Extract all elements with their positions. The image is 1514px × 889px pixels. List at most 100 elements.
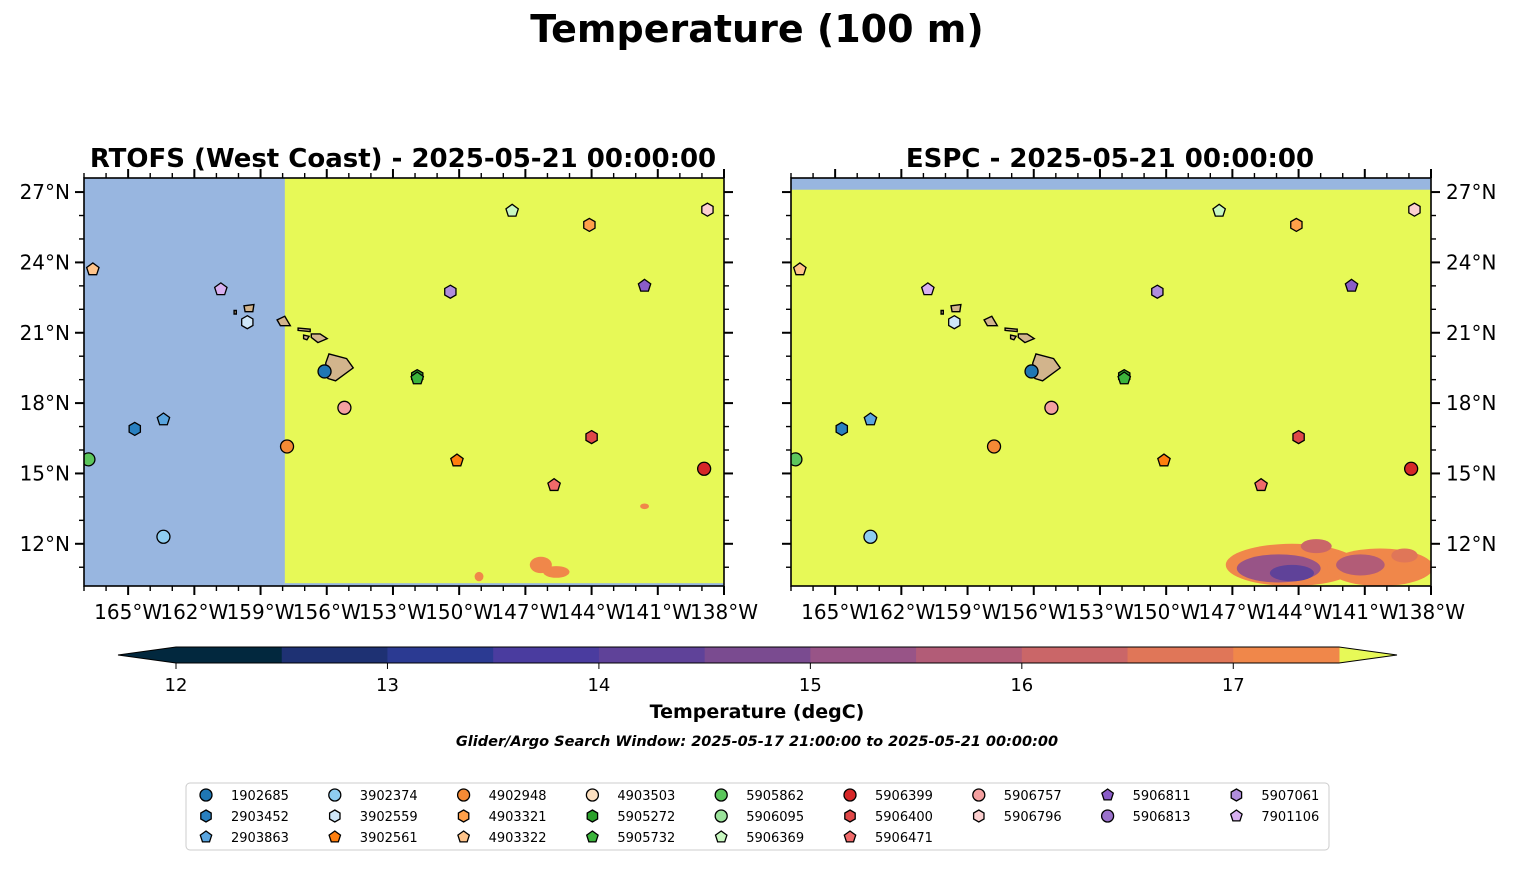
land-maui [1017,333,1036,344]
legend-item-5906757: 5906757 [972,788,1062,804]
legend-label: 7901106 [1261,810,1319,825]
x-tick-label: 153°W [1066,600,1134,624]
y-tick-label: 12°N [20,532,70,556]
land-kauai [243,303,255,313]
legend: 1902685 2903452 2903863 3902374 3902559 39025… [185,782,1330,851]
colorbar-segment [1127,647,1234,663]
colorbar-segment [176,647,283,663]
marker-2903863 [156,412,171,426]
legend-item-1902685: 1902685 [199,788,289,804]
land-lanai [1009,334,1018,341]
nodata-region [284,583,724,586]
y-tick-label: 12°N [1446,532,1496,556]
marker-5906811 [637,278,652,292]
marker-4903322 [85,262,100,276]
x-tick-label: 150°W [1132,600,1200,624]
marker-5905862 [791,452,803,467]
x-tick-label: 165°W [94,600,162,624]
legend-marker [1101,788,1115,801]
nodata-region [84,178,285,586]
y-tick-label: 18°N [1446,391,1496,415]
legend-item-4902948: 4902948 [456,788,547,804]
legend-frame [185,782,1330,851]
legend-marker [714,788,728,802]
y-tick-label: 15°N [20,461,70,485]
land-lanai [302,334,311,341]
land-maui [310,333,329,344]
colorbar-over-extension [1339,647,1397,663]
x-tick-label: 165°W [801,600,869,624]
legend-label: 5906811 [1133,789,1191,804]
marker-1902685 [1024,364,1039,379]
colorbar-tick-label: 12 [165,675,188,696]
legend-marker [843,830,857,843]
y-tick-label: 27°N [1446,180,1496,204]
temperature-contour [543,566,570,578]
map-frame [790,177,1432,587]
x-tick-label: 153°W [359,600,427,624]
marker-2903863 [863,412,878,426]
marker-5906399 [696,461,712,476]
land-niihau [233,309,237,315]
marker-5905732 [410,371,425,385]
legend-item-5906399: 5906399 [843,788,933,804]
legend-item-5907061: 5907061 [1230,788,1319,804]
legend-marker [456,788,471,802]
marker-4903321 [1290,217,1303,233]
colorbar-segment [1233,647,1340,663]
legend-label: 2903452 [231,810,289,825]
legend-marker [457,830,471,843]
marker-5906400 [1292,429,1305,445]
land-hawaii [324,353,355,382]
marker-5907061 [1151,284,1164,299]
colorbar: 12 13 14 15 16 17 [117,646,1398,696]
legend-item-7901106: 7901106 [1229,809,1319,825]
legend-marker [1100,809,1115,823]
marker-3902374 [156,529,171,544]
marker-5906796 [701,202,714,217]
legend-label: 4903321 [489,810,547,825]
marker-5906471 [1254,477,1269,492]
legend-marker [972,788,986,802]
legend-marker [199,788,213,802]
marker-5906369 [505,203,520,217]
x-tick-label: 147°W [1198,600,1266,624]
y-tick-label: 24°N [1446,250,1496,274]
x-tick-label: 159°W [227,600,295,624]
marker-5906757 [337,400,352,415]
land-molokai [1004,327,1018,333]
colorbar-segment [810,647,917,663]
marker-3902374 [863,529,878,544]
marker-5906399 [1403,461,1419,476]
panel-title-rtofs: RTOFS (West Coast) - 2025-05-21 00:00:00 [90,144,716,174]
marker-3902561 [450,453,464,467]
temperature-contour [1269,564,1315,582]
legend-item-5905732: 5905732 [585,830,675,846]
marker-5906471 [547,477,562,492]
legend-marker [1229,809,1243,822]
marker-4902948 [279,439,295,454]
legend-item-3902559: 3902559 [328,809,418,825]
legend-label: 5906369 [746,831,804,846]
legend-item-5906369: 5906369 [714,830,804,846]
legend-item-3902561: 3902561 [328,830,418,846]
legend-label: 1902685 [231,789,289,804]
temperature-contour [1391,548,1418,563]
legend-marker [586,809,599,823]
temperature-field [791,178,1431,586]
legend-label: 4903503 [617,789,675,804]
legend-marker [585,830,599,843]
legend-item-5906400: 5906400 [844,809,933,825]
legend-marker [200,809,212,823]
legend-label: 5905862 [746,789,804,804]
legend-item-4903503: 4903503 [585,788,675,804]
colorbar-segment [493,647,600,663]
marker-3902559 [241,314,254,330]
marker-5907061 [444,284,457,299]
x-tick-label: 138°W [1397,600,1465,624]
legend-marker [714,830,728,843]
legend-label: 5905732 [617,831,675,846]
legend-marker [972,809,985,823]
y-tick-label: 21°N [20,321,70,345]
